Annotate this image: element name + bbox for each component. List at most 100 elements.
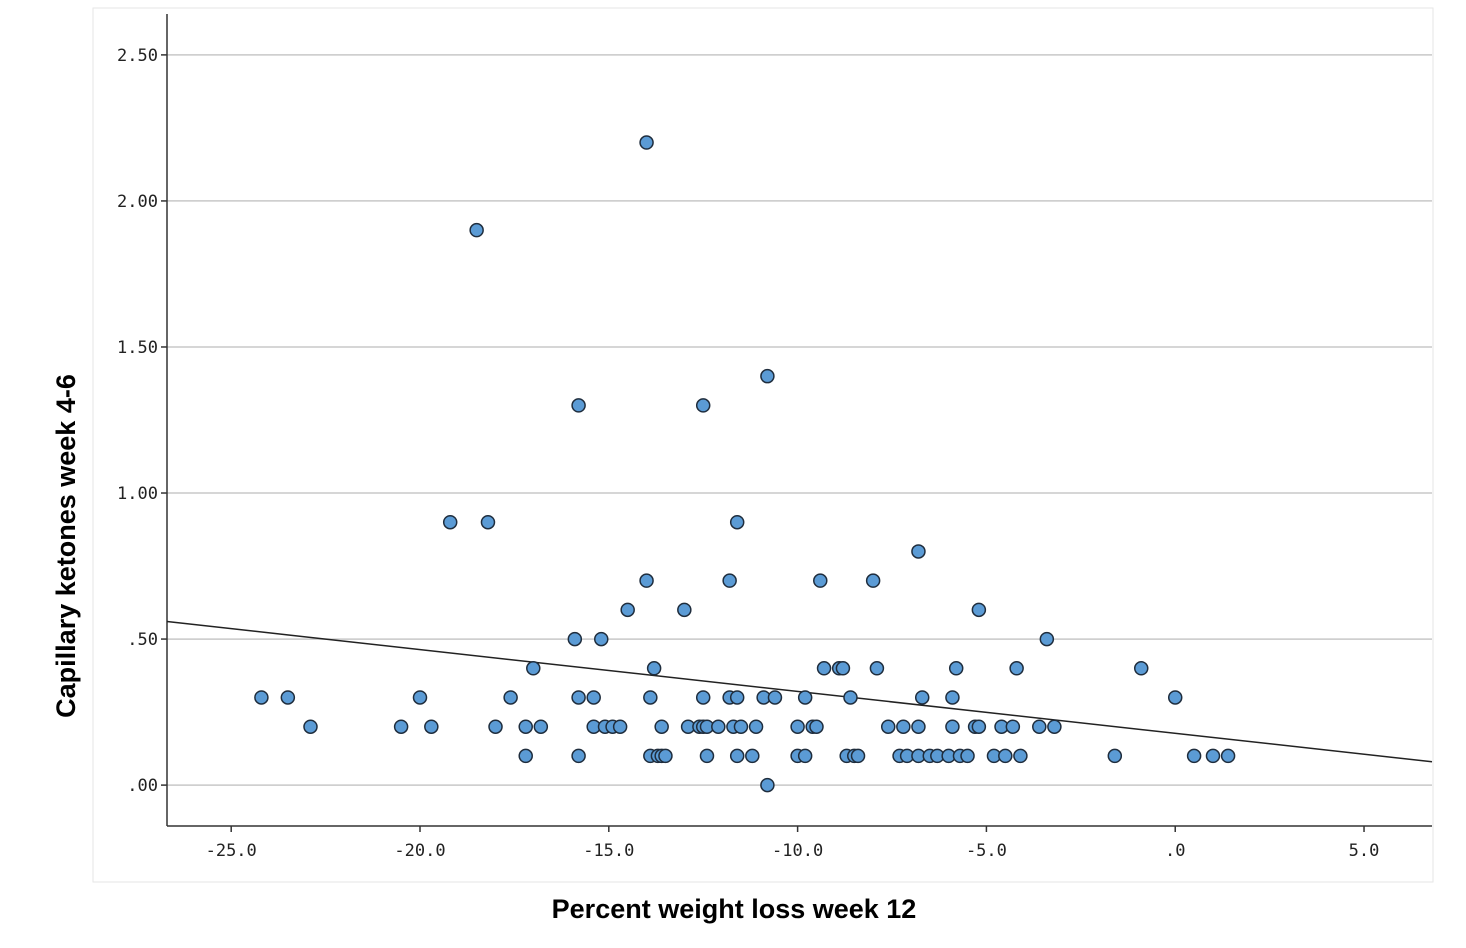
data-point	[643, 690, 658, 705]
data-point	[1013, 748, 1028, 764]
data-point	[733, 719, 749, 734]
y-tick-label: .50	[127, 630, 158, 650]
data-point	[488, 719, 503, 734]
data-point	[571, 398, 586, 413]
data-point	[1047, 719, 1062, 734]
data-point	[760, 777, 775, 793]
data-point	[518, 719, 533, 734]
x-tick-labels: -25.0 -20.0 -15.0 -10.0 -5.0 .0 5.0	[206, 826, 1380, 861]
data-point	[998, 748, 1013, 764]
data-point	[1005, 719, 1021, 734]
data-point	[469, 222, 484, 238]
data-point	[748, 719, 764, 734]
data-point	[393, 719, 409, 734]
data-point	[914, 690, 930, 705]
data-point	[695, 398, 711, 413]
y-axis-title: Capillary ketones week 4-6	[51, 374, 81, 718]
data-point	[303, 719, 318, 734]
x-axis-title: Percent weight loss week 12	[552, 894, 917, 924]
data-points	[254, 135, 1236, 793]
data-point	[813, 573, 828, 588]
axes	[166, 14, 1432, 827]
data-point	[865, 573, 881, 588]
data-point	[722, 573, 737, 588]
data-point	[620, 602, 635, 618]
data-point	[945, 719, 960, 734]
data-point	[677, 602, 692, 618]
data-point	[1205, 748, 1221, 764]
data-point	[971, 602, 987, 618]
x-tick-label: -5.0	[966, 841, 1007, 861]
data-point	[729, 690, 745, 705]
data-point	[948, 661, 964, 676]
data-point	[1039, 631, 1055, 647]
data-point	[695, 690, 711, 705]
data-point	[639, 135, 654, 150]
x-tick-label: -20.0	[394, 841, 445, 861]
data-point	[911, 719, 926, 734]
data-point	[1167, 690, 1183, 705]
gridlines	[161, 54, 1432, 786]
data-point	[567, 631, 583, 647]
data-point	[571, 690, 586, 705]
data-point	[254, 690, 269, 705]
data-point	[1220, 748, 1236, 764]
data-point	[896, 719, 911, 734]
data-point	[767, 690, 783, 705]
data-point	[729, 514, 745, 530]
data-point	[1186, 748, 1202, 764]
data-point	[518, 748, 533, 764]
data-point	[760, 368, 775, 384]
data-point	[911, 544, 926, 559]
data-point	[1107, 748, 1123, 764]
data-point	[797, 690, 813, 705]
data-point	[711, 719, 726, 734]
data-point	[586, 690, 601, 705]
data-point	[412, 690, 428, 705]
data-point	[945, 690, 960, 705]
data-point	[960, 748, 975, 764]
y-tick-label: 2.00	[117, 192, 158, 212]
data-point	[571, 748, 586, 764]
x-tick-label: .0	[1165, 841, 1185, 861]
data-point	[646, 661, 662, 676]
data-point	[480, 514, 496, 530]
data-point	[699, 748, 715, 764]
x-tick-label: 5.0	[1349, 841, 1380, 861]
data-point	[533, 719, 549, 734]
data-point	[424, 719, 439, 734]
data-point	[745, 748, 760, 764]
y-tick-label: .00	[127, 776, 158, 796]
y-tick-label: 2.50	[117, 46, 158, 66]
data-point	[797, 748, 813, 764]
data-point	[809, 719, 824, 734]
data-point	[639, 573, 654, 588]
data-point	[850, 748, 866, 764]
data-point	[843, 690, 858, 705]
y-tick-label: 1.00	[117, 484, 158, 504]
fit-line-group	[166, 620, 1433, 763]
data-point	[1133, 661, 1149, 676]
plot-background	[92, 7, 1434, 883]
data-point	[790, 719, 805, 734]
data-point	[654, 719, 669, 734]
data-point	[612, 719, 628, 734]
data-point	[869, 661, 885, 676]
y-tick-labels: .00 .50 1.00 1.50 2.00 2.50	[117, 46, 158, 796]
data-point	[835, 661, 851, 676]
y-tick-label: 1.50	[117, 338, 158, 358]
fit-line	[166, 620, 1433, 763]
data-point	[729, 748, 745, 764]
data-point	[1032, 719, 1047, 734]
data-point	[526, 661, 541, 676]
x-tick-label: -25.0	[206, 841, 257, 861]
data-point	[658, 748, 673, 764]
data-point	[816, 661, 832, 676]
x-tick-label: -15.0	[583, 841, 634, 861]
data-point	[1009, 661, 1024, 676]
data-point	[442, 514, 458, 530]
data-point	[971, 719, 987, 734]
data-point	[594, 631, 609, 647]
